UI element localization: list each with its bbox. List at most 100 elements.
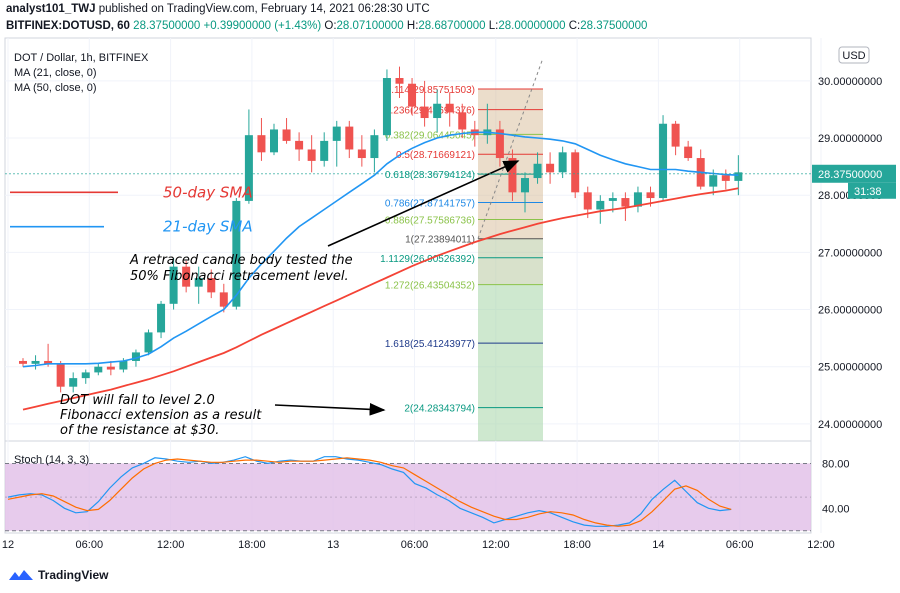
fib-level-label: 0.382(29.06445045) [385, 130, 475, 141]
time-tick-label: 12:00 [807, 539, 835, 551]
candle-body [521, 178, 529, 193]
candle-body [244, 135, 253, 201]
close-label: C: [568, 20, 581, 32]
note1-arrow [327, 160, 520, 247]
fib-extension-zone-2 [478, 284, 543, 441]
close-value: 28.37500000 [580, 20, 648, 32]
candles[interactable] [19, 66, 743, 393]
fib-level-label: 1.272(26.43504352) [385, 281, 475, 292]
candle-body [382, 78, 391, 136]
candle-body [157, 303, 166, 333]
note2-arrow [274, 402, 386, 416]
candle-body [169, 266, 178, 304]
candle-body [420, 106, 429, 119]
candle-body [370, 135, 379, 159]
last-price: 28.37500000 [133, 20, 201, 32]
time-tick-label: 12 [2, 539, 14, 551]
time-tick-label: 06:00 [76, 539, 104, 551]
stoch-legend[interactable]: Stoch (14, 3, 3) [14, 454, 90, 466]
candle-body [44, 360, 53, 364]
candle-body [508, 158, 517, 193]
high-value: 28.68700000 [418, 20, 486, 32]
candle-body [232, 200, 241, 307]
current-price-value: 28.37500000 [818, 169, 882, 181]
price-tick-label: 25.00000000 [818, 362, 882, 374]
candle-body [621, 198, 630, 207]
price-tick-label: 29.00000000 [818, 133, 882, 145]
axes: 30.0000000029.0000000028.0000000027.0000… [2, 46, 896, 551]
countdown-value: 31:38 [854, 186, 882, 198]
tradingview-logo-icon [9, 570, 33, 580]
candle-body [408, 83, 417, 107]
price-tick-label: 24.00000000 [818, 419, 882, 431]
fib-level-label: 1.618(25.41243977) [385, 339, 475, 350]
fib-level-label: 0.786(27.87141757) [385, 199, 475, 210]
fib-level-label: 0.236(29.49694376) [385, 106, 475, 117]
candle-body [69, 378, 78, 387]
fib-trend-line [477, 57, 544, 239]
fib-level-label: 1(27.23894011) [405, 235, 475, 246]
candle-body [558, 152, 567, 173]
chart-title: DOT / Dollar, 1h, BITFINEX [14, 52, 149, 64]
current-price-tag [812, 164, 896, 183]
candle-body [571, 152, 580, 193]
time-tick-label: 06:00 [401, 539, 429, 551]
tradingview-wordmark: TradingView [38, 568, 109, 582]
time-tick-label: 14 [652, 539, 664, 551]
candle-body [332, 126, 341, 141]
high-label: H: [406, 20, 419, 32]
grid [5, 38, 822, 533]
time-tick-label: 12:00 [157, 539, 185, 551]
ma21-legend[interactable]: MA (21, close, 0) [14, 67, 97, 79]
sma50-annotation: 50-day SMA [163, 183, 253, 201]
candle-body [182, 266, 191, 287]
candle-body [546, 163, 555, 173]
candle-body [659, 123, 668, 199]
candle-body [646, 192, 655, 199]
candle-body [445, 103, 454, 113]
candle-body [56, 363, 65, 387]
open-value: 28.07100000 [336, 20, 404, 32]
stoch-d-line [7, 457, 732, 527]
candle-body [106, 366, 115, 370]
annotations: 50-day SMA 21-day SMA A retraced candle bo… [10, 160, 520, 438]
candle-body [19, 360, 27, 364]
symbol-name: BITFINEX:DOTUSD, 60 [6, 20, 130, 32]
time-tick-label: 18:00 [563, 539, 591, 551]
price-change: +0.39900000 (+1.43%) [203, 20, 322, 32]
low-value: 28.00000000 [498, 20, 566, 32]
open-label: O: [324, 20, 337, 32]
candle-body [219, 292, 228, 307]
candle-body [684, 146, 693, 159]
candle-body [533, 163, 542, 179]
tradingview-logo[interactable]: TradingView [8, 568, 108, 582]
note2-line1: DOT will fall to level 2.0 [60, 393, 215, 408]
price-tick-label: 27.00000000 [818, 247, 882, 259]
candle-body [495, 129, 504, 159]
candle-body [345, 126, 354, 150]
fib-level-label: 0.618(28.36794124) [385, 170, 475, 181]
currency-box [838, 46, 870, 64]
ma50-legend[interactable]: MA (50, close, 0) [14, 82, 97, 94]
candle-body [608, 198, 617, 201]
time-tick-label: 12:00 [482, 539, 510, 551]
candle-body [583, 192, 592, 210]
countdown-tag [848, 182, 896, 199]
candle-body [270, 129, 278, 153]
candle-body [144, 332, 153, 353]
author-name[interactable]: analyst101_TWJ [6, 3, 96, 15]
candle-body [596, 200, 605, 210]
candle-body [734, 172, 743, 181]
note2-line2: Fibonacci extension as a result [60, 408, 262, 423]
time-tick-label: 06:00 [726, 539, 754, 551]
note1-line1: A retraced candle body tested the [129, 253, 353, 268]
candle-body [709, 175, 718, 187]
currency-label: USD [842, 50, 865, 62]
candle-body [295, 140, 304, 150]
publish-info: analyst101_TWJ published on TradingView.… [6, 3, 430, 15]
time-tick-label: 13 [327, 539, 339, 551]
note1-line2: 50% Fibonacci retracement level. [130, 269, 349, 284]
candle-body [395, 78, 404, 84]
time-tick-label: 18:00 [238, 539, 266, 551]
